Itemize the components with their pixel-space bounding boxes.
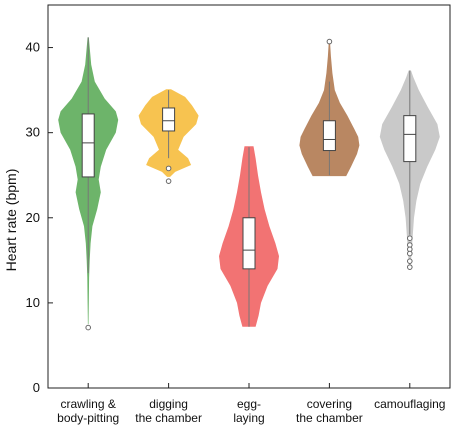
iqr-box — [81, 113, 95, 178]
iqr-box — [162, 107, 176, 132]
y-tick-label: 30 — [26, 125, 40, 140]
violin-group — [299, 38, 360, 177]
y-axis: 0 10 20 30 40 — [26, 40, 53, 395]
outlier-point — [165, 178, 172, 184]
violin-group — [219, 146, 279, 327]
x-tick-label: crawling & body-pitting — [57, 397, 119, 425]
outlier-point — [165, 165, 172, 172]
iqr-box — [242, 217, 256, 270]
x-tick-label-line: egg- — [237, 397, 261, 411]
violin-group — [138, 89, 199, 184]
outlier-point — [407, 250, 413, 257]
x-tick-label: egg-laying — [233, 397, 264, 425]
violins — [58, 37, 440, 331]
x-tick-label-line: laying — [233, 411, 264, 425]
violin-group — [58, 37, 119, 331]
x-tick-label-line: body-pitting — [57, 411, 119, 425]
iqr-box — [403, 115, 417, 163]
y-tick-label: 0 — [33, 380, 40, 395]
outlier-point — [326, 38, 333, 45]
y-tick-label: 20 — [26, 210, 40, 225]
iqr-box — [322, 120, 336, 152]
outlier-point — [407, 235, 413, 242]
y-axis-title: Heart rate (bpm) — [3, 169, 19, 272]
x-tick-label-line: the chamber — [296, 411, 363, 425]
x-tick-label: digging the chamber — [135, 397, 202, 425]
x-tick-label: covering the chamber — [296, 397, 363, 425]
x-tick-label-line: digging — [149, 397, 188, 411]
x-tick-label-line: camouflaging — [374, 397, 445, 411]
y-tick-label: 40 — [26, 40, 40, 55]
outlier-point — [407, 264, 413, 270]
x-tick-label: camouflaging — [374, 397, 445, 411]
outlier-point — [85, 324, 91, 331]
x-tick-label-line: crawling & — [61, 397, 116, 411]
x-tick-label-line: covering — [307, 397, 352, 411]
violin-group — [379, 70, 440, 270]
y-tick-label: 10 — [26, 295, 40, 310]
outlier-point — [407, 258, 413, 264]
x-tick-label-line: the chamber — [135, 411, 202, 425]
